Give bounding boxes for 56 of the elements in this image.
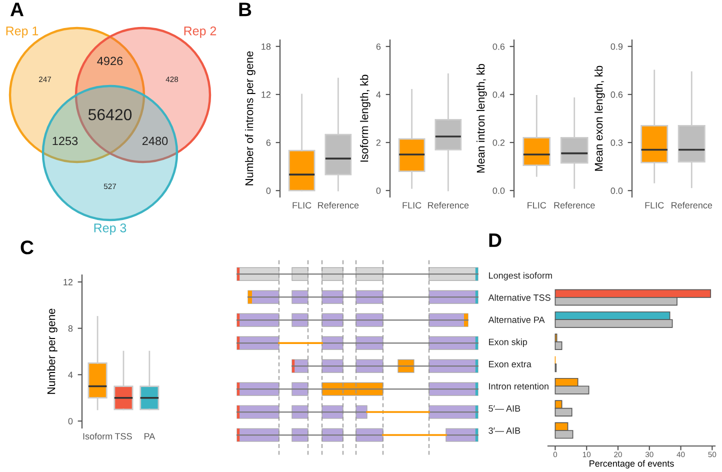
y-tick-label: 0 [376,187,381,194]
text: A [10,2,24,16]
y-axis-title: Mean intron length, kb [476,64,487,173]
y-tick-label: 0.4 [492,91,505,98]
y-tick-label: 12 [262,91,271,98]
y-tick-label: 0.0 [492,187,505,194]
category-label: Rep 2 [184,26,216,38]
text: 1253 [52,136,78,146]
y-tick-label: 0.0 [610,188,623,194]
x-tick-label: TSS [114,433,132,440]
x-tick-label: FLIC [528,202,546,208]
y-tick-label: 5′— AIB [488,405,520,412]
y-tick-label: 12 [64,278,73,286]
text: 4926 [97,56,123,66]
y-tick-label: 6 [376,43,381,50]
y-tick-label: Longest isoform [489,272,552,280]
y-tick-label: 0 [266,188,271,194]
chart-title: C [20,240,34,254]
y-tick-label: 3′— AIB [488,427,520,434]
y-axis-title: Mean exon length, kb [594,66,605,171]
chart-title: D [489,234,502,247]
x-tick-label: Reference [318,202,359,208]
y-tick-label: 0.2 [492,139,505,146]
y-tick-label: 2 [376,139,381,146]
y-axis-title: Isoform length, kb [360,74,370,162]
y-tick-label: Alternative TSS [488,294,550,301]
category-label: Rep 3 [94,224,126,235]
x-tick-label: FLIC [402,202,422,208]
x-tick-label: Isoform [83,432,112,440]
x-tick-label: FLIC [645,202,664,208]
y-tick-label: Alternative PA [488,316,545,323]
x-tick-label: Reference [554,202,595,208]
y-tick-label: 0.6 [610,91,623,98]
text: 56420 [88,108,132,120]
text: 2480 [142,136,168,146]
x-tick-label: FLIC [292,202,312,208]
y-tick-label: 4 [376,92,381,98]
category-label: Rep 1 [6,26,38,38]
y-axis-title: Number per gene [47,308,58,394]
y-tick-label: 0.6 [492,43,505,50]
y-tick-label: 18 [262,43,271,50]
x-axis-title: Percentage of events [590,460,674,468]
y-axis-title: Number of introns per gene [245,51,256,186]
y-tick-label: Exon extra [489,361,532,368]
y-tick-label: Exon skip [489,338,528,347]
x-tick-label: PA [144,433,156,440]
y-tick-label: 0 [68,418,73,424]
y-tick-label: Intron retention [489,382,548,390]
x-tick-label: Reference [672,202,712,208]
y-tick-label: 8 [68,325,73,332]
y-tick-label: 0.9 [610,43,623,50]
y-tick-label: 0.3 [610,140,623,146]
x-tick-label: Reference [428,202,469,208]
y-tick-label: 6 [266,140,271,146]
y-tick-label: 4 [68,372,73,378]
chart-title: B [239,2,252,16]
